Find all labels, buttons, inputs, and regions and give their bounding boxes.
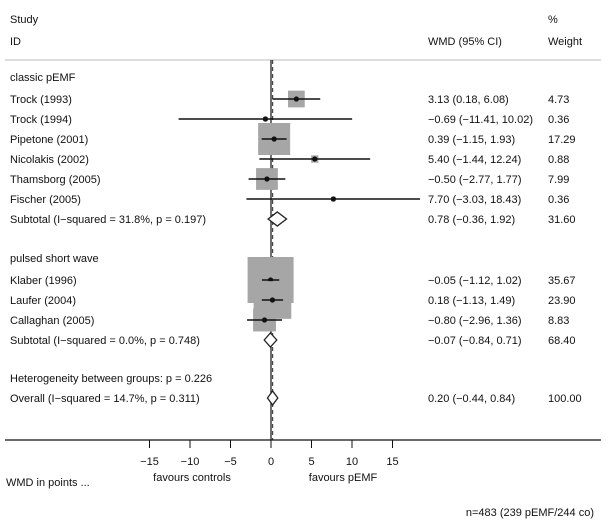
- subtotal-diamond: [263, 332, 278, 348]
- study-label: Callaghan (2005): [10, 315, 94, 327]
- x-tick-label: 0: [268, 456, 274, 468]
- point-estimate: [261, 317, 268, 323]
- x-axis-label: WMD in points ...: [6, 477, 90, 489]
- study-label: Nicolakis (2002): [10, 154, 89, 166]
- study-ci: 7.70 (−3.03, 18.43): [428, 194, 521, 206]
- point-estimate: [293, 96, 299, 102]
- overall-diamond: [266, 389, 279, 407]
- subtotal-ci: 0.78 (−0.36, 1.92): [428, 214, 515, 226]
- study-label: Fischer (2005): [10, 194, 81, 206]
- study-weight: 0.36: [548, 114, 569, 126]
- study-label: Laufer (2004): [10, 295, 76, 307]
- study-ci: 3.13 (0.18, 6.08): [428, 94, 509, 106]
- study-weight: 8.83: [548, 315, 569, 327]
- subtotal-weight: 68.40: [548, 335, 576, 347]
- subtotal-weight: 31.60: [548, 214, 576, 226]
- study-weight: 23.90: [548, 295, 576, 307]
- favours-left-label: favours controls: [153, 472, 231, 484]
- x-tick-label: −10: [181, 456, 200, 468]
- point-estimate: [330, 196, 336, 202]
- study-ci: −0.05 (−1.12, 1.02): [428, 275, 522, 287]
- header-weight: Weight: [548, 36, 582, 48]
- subtotal-label: Subtotal (I−squared = 31.8%, p = 0.197): [10, 214, 206, 226]
- x-tick-label: 5: [308, 456, 314, 468]
- study-ci: 0.39 (−1.15, 1.93): [428, 134, 515, 146]
- study-ci: 0.18 (−1.13, 1.49): [428, 295, 515, 307]
- study-ci: −0.80 (−2.96, 1.36): [428, 315, 522, 327]
- x-tick-label: −15: [140, 456, 159, 468]
- study-label: Klaber (1996): [10, 275, 77, 287]
- x-tick-label: 15: [386, 456, 398, 468]
- overall-ci: 0.20 (−0.44, 0.84): [428, 393, 515, 405]
- point-estimate: [269, 297, 276, 303]
- x-tick-label: 10: [346, 456, 358, 468]
- favours-right-label: favours pEMF: [309, 472, 378, 484]
- footnote: n=483 (239 pEMF/244 co): [466, 507, 594, 519]
- study-ci: −0.50 (−2.77, 1.77): [428, 174, 522, 186]
- x-tick-label: −5: [224, 456, 237, 468]
- study-weight: 17.29: [548, 134, 576, 146]
- point-estimate: [262, 116, 269, 122]
- study-label: Trock (1993): [10, 94, 72, 106]
- overall-weight: 100.00: [548, 393, 582, 405]
- study-weight: 35.67: [548, 275, 576, 287]
- group-label: pulsed short wave: [10, 253, 99, 265]
- header-wmd: WMD (95% CI): [428, 36, 502, 48]
- subtotal-label: Subtotal (I−squared = 0.0%, p = 0.748): [10, 335, 200, 347]
- header-weight-percent: %: [548, 14, 558, 26]
- study-weight: 4.73: [548, 94, 569, 106]
- point-estimate: [312, 156, 318, 162]
- study-label: Pipetone (2001): [10, 134, 88, 146]
- study-label: Thamsborg (2005): [10, 174, 101, 186]
- study-weight: 7.99: [548, 174, 569, 186]
- group-label: classic pEMF: [10, 72, 76, 84]
- study-weight: 0.88: [548, 154, 569, 166]
- header-study: Study: [10, 14, 39, 26]
- point-estimate: [271, 136, 277, 142]
- header-id: ID: [10, 36, 21, 48]
- study-ci: −0.69 (−11.41, 10.02): [428, 114, 533, 126]
- overall-label: Overall (I−squared = 14.7%, p = 0.311): [10, 393, 200, 405]
- heterogeneity-text: Heterogeneity between groups: p = 0.226: [10, 373, 212, 385]
- subtotal-ci: −0.07 (−0.84, 0.71): [428, 335, 522, 347]
- study-weight: 0.36: [548, 194, 569, 206]
- study-ci: 5.40 (−1.44, 12.24): [428, 154, 521, 166]
- subtotal-diamond: [267, 211, 288, 227]
- point-estimate: [264, 176, 270, 182]
- study-label: Trock (1994): [10, 114, 72, 126]
